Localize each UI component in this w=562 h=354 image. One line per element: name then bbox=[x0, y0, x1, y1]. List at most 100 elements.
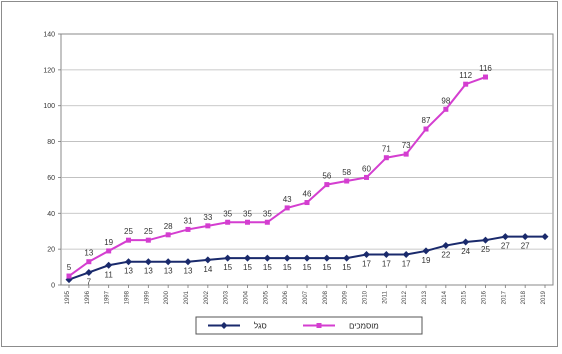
data-label: 15 bbox=[223, 263, 232, 272]
data-point bbox=[66, 273, 72, 279]
x-tick-label: 2004 bbox=[244, 290, 250, 304]
series-0: 7 11 13 13 13 13 14 15 15 15 15 15 15 15 17 17 17 19 22 24 2… bbox=[65, 233, 549, 286]
data-point bbox=[106, 248, 112, 254]
data-label: 13 bbox=[164, 267, 173, 276]
legend-label: מוסמכים bbox=[349, 322, 379, 331]
data-label: 7 bbox=[87, 277, 92, 286]
data-point bbox=[364, 174, 369, 180]
data-label: 15 bbox=[322, 263, 331, 272]
data-point bbox=[344, 178, 350, 184]
data-point bbox=[463, 81, 469, 87]
data-point bbox=[224, 254, 232, 262]
data-point bbox=[483, 74, 488, 80]
data-label: 15 bbox=[243, 263, 252, 272]
y-tick-label: 80 bbox=[47, 139, 55, 146]
data-point bbox=[263, 254, 271, 262]
data-point bbox=[501, 233, 509, 241]
data-label: 25 bbox=[144, 227, 153, 236]
data-label: 87 bbox=[422, 116, 431, 125]
x-tick-label: 2006 bbox=[283, 290, 289, 304]
data-label: 28 bbox=[164, 222, 173, 231]
plot-area bbox=[60, 33, 554, 286]
data-point bbox=[225, 219, 231, 225]
x-tick-label: 1997 bbox=[105, 290, 111, 304]
x-tick-label: 2018 bbox=[521, 290, 527, 304]
data-point bbox=[245, 219, 250, 225]
data-point bbox=[185, 226, 191, 232]
gridlines bbox=[61, 69, 553, 250]
y-tick-label: 140 bbox=[43, 32, 55, 39]
x-tick-label: 1999 bbox=[144, 290, 150, 304]
x-tick-label: 2007 bbox=[303, 290, 309, 304]
data-point bbox=[204, 256, 212, 264]
x-tick-label: 2008 bbox=[323, 290, 329, 304]
y-tick-label: 40 bbox=[47, 211, 55, 218]
data-label: 17 bbox=[402, 260, 411, 269]
data-label: 25 bbox=[124, 227, 133, 236]
x-tick-label: 2016 bbox=[482, 290, 488, 304]
data-label: 46 bbox=[303, 190, 312, 199]
data-point bbox=[205, 223, 211, 229]
x-tick-label: 2001 bbox=[184, 290, 190, 304]
y-tick-label: 0 bbox=[51, 283, 55, 290]
data-point bbox=[443, 106, 449, 112]
data-point bbox=[86, 259, 92, 265]
data-point bbox=[145, 237, 151, 243]
data-point bbox=[324, 182, 330, 188]
data-label: 13 bbox=[144, 267, 153, 276]
data-point bbox=[85, 268, 93, 276]
data-label: 56 bbox=[322, 172, 331, 181]
data-label: 43 bbox=[283, 195, 292, 204]
x-tick-label: 2003 bbox=[224, 290, 230, 304]
data-point bbox=[304, 200, 310, 206]
data-label: 31 bbox=[184, 216, 193, 225]
x-tick-label: 2005 bbox=[263, 290, 269, 304]
x-tick-label: 2002 bbox=[204, 290, 210, 304]
data-point bbox=[284, 205, 290, 211]
data-label: 27 bbox=[521, 242, 530, 251]
x-tick-label: 2019 bbox=[541, 290, 547, 304]
x-tick-label: 1995 bbox=[65, 290, 71, 304]
data-label: 73 bbox=[402, 141, 411, 150]
data-point bbox=[323, 254, 331, 262]
data-label: 116 bbox=[479, 64, 492, 73]
data-label: 5 bbox=[67, 263, 72, 272]
series-line bbox=[68, 76, 486, 277]
data-label: 19 bbox=[422, 256, 431, 265]
data-point bbox=[521, 233, 529, 241]
y-tick-label: 20 bbox=[47, 247, 55, 254]
data-label: 15 bbox=[303, 263, 312, 272]
data-point bbox=[442, 242, 450, 250]
data-label: 15 bbox=[283, 263, 292, 272]
x-tick-label: 2013 bbox=[422, 290, 428, 304]
data-point bbox=[422, 247, 430, 255]
x-axis-ticks: 1995 1996 1997 1998 1999 2000 2001 2002 2003 2004… bbox=[65, 285, 547, 304]
legend-marker bbox=[316, 323, 322, 328]
data-label: 17 bbox=[362, 260, 371, 269]
x-tick-label: 2000 bbox=[164, 290, 170, 304]
data-point bbox=[423, 126, 429, 132]
x-tick-label: 2012 bbox=[402, 290, 408, 304]
legend: סגל מוסמכים bbox=[195, 316, 423, 335]
data-label: 15 bbox=[342, 263, 351, 272]
y-tick-label: 60 bbox=[47, 175, 55, 182]
data-label: 13 bbox=[124, 267, 133, 276]
data-label: 35 bbox=[223, 209, 232, 218]
data-point bbox=[164, 258, 172, 266]
data-point bbox=[144, 258, 152, 266]
data-label: 58 bbox=[342, 168, 351, 177]
legend-label: סגל bbox=[254, 322, 267, 331]
data-label: 24 bbox=[461, 247, 470, 256]
x-tick-label: 1998 bbox=[125, 290, 131, 304]
x-tick-label: 2017 bbox=[501, 290, 507, 304]
data-point bbox=[126, 237, 131, 243]
data-point bbox=[482, 236, 489, 244]
data-label: 27 bbox=[501, 242, 510, 251]
data-label: 15 bbox=[263, 263, 272, 272]
data-label: 22 bbox=[441, 251, 450, 260]
data-label: 13 bbox=[184, 267, 193, 276]
data-point bbox=[125, 258, 132, 266]
data-point bbox=[303, 254, 311, 262]
x-tick-label: 2010 bbox=[363, 290, 369, 304]
data-point bbox=[402, 251, 410, 259]
